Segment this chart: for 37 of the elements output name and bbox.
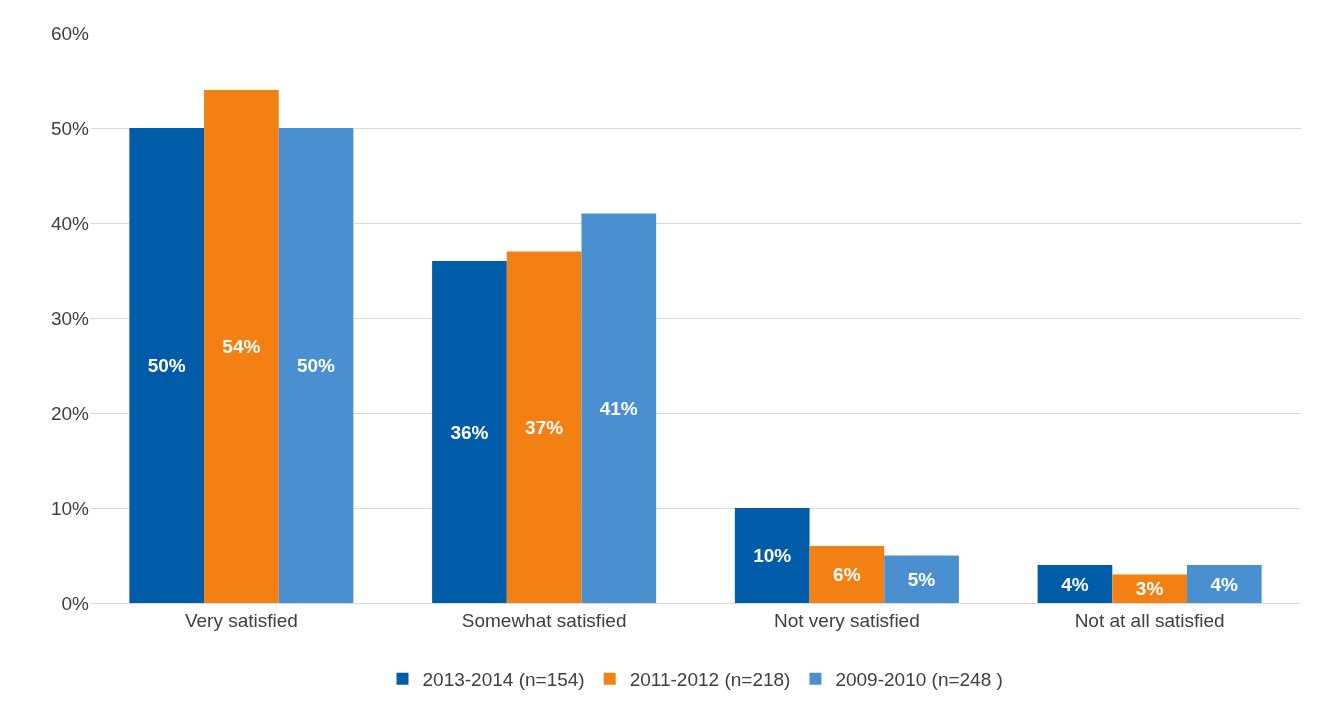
data-label: 50%	[147, 355, 186, 376]
bar	[1037, 565, 1113, 603]
x-tick-label: Not very satisfied	[774, 609, 920, 631]
x-tick-label: Not at all satisfied	[1074, 609, 1225, 631]
y-tick-label: 30%	[50, 307, 90, 329]
y-tick-label: 50%	[50, 117, 90, 139]
data-label: 3%	[1135, 578, 1164, 600]
y-tick-label: 20%	[50, 402, 90, 424]
legend-label: 2013-2014 (n=154)	[422, 669, 585, 691]
bar	[734, 508, 810, 603]
bar	[506, 251, 582, 603]
y-tick-label: 0%	[61, 592, 90, 614]
data-label: 10%	[753, 545, 792, 566]
bar	[278, 128, 354, 603]
data-label: 5%	[907, 568, 936, 590]
bar	[809, 546, 885, 603]
legend-label: 2011-2012 (n=218)	[629, 669, 791, 691]
data-label: 36%	[450, 421, 489, 443]
y-tick-label: 10%	[50, 497, 90, 519]
bar	[1186, 565, 1262, 603]
legend-label: 2009-2010 (n=248 )	[835, 669, 1003, 691]
bar	[432, 261, 507, 603]
bar	[129, 128, 205, 603]
y-tick-label: 40%	[50, 212, 90, 234]
x-tick-label: Somewhat satisfied	[461, 609, 627, 631]
data-label: 4%	[1061, 573, 1089, 595]
data-label: 41%	[599, 397, 638, 419]
bar	[884, 555, 959, 603]
data-label: 54%	[222, 336, 261, 357]
bar	[204, 90, 279, 603]
bar	[581, 213, 657, 603]
data-label: 4%	[1210, 573, 1239, 595]
y-tick-label: 60%	[50, 22, 90, 44]
data-label: 50%	[296, 355, 336, 376]
data-label: 37%	[525, 416, 564, 438]
data-label: 6%	[833, 564, 861, 585]
x-tick-label: Very satisfied	[184, 609, 298, 631]
